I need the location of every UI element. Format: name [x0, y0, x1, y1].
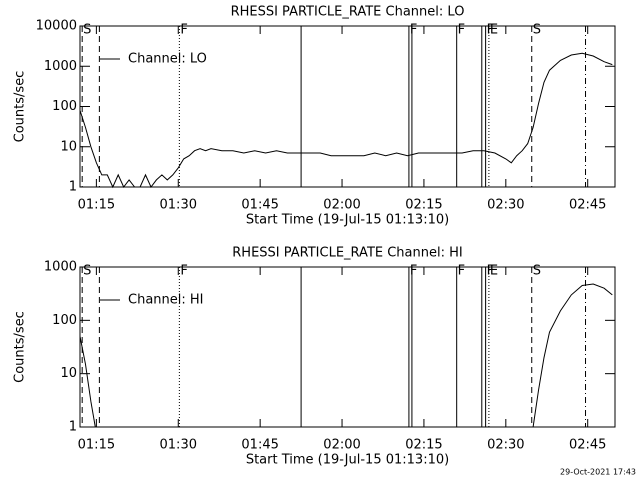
event-label: S [533, 23, 541, 38]
y-tick-label: 100 [52, 99, 77, 114]
legend-label: Channel: LO [128, 52, 207, 67]
x-tick-label: 01:30 [160, 438, 197, 453]
timestamp: 29-Oct-2021 17:43 [560, 468, 636, 477]
event-label: F [458, 264, 465, 279]
event-label: F [410, 264, 417, 279]
y-axis-label: Counts/sec [13, 311, 28, 383]
event-label: E [490, 264, 498, 279]
event-label: S [83, 23, 91, 38]
y-axis-label: Counts/sec [13, 71, 28, 143]
x-tick-label: 02:00 [323, 438, 360, 453]
event-label: F [487, 23, 494, 38]
x-axis-label: Start Time (19-Jul-15 01:13:10) [246, 453, 449, 468]
data-line [79, 283, 613, 428]
x-axis-label: Start Time (19-Jul-15 01:13:10) [246, 213, 449, 228]
x-tick-label: 02:30 [487, 438, 524, 453]
x-tick-label: 01:45 [241, 438, 278, 453]
y-tick-label: 10 [60, 139, 77, 154]
x-tick-label: 01:15 [78, 198, 115, 213]
x-tick-label: 02:45 [569, 438, 606, 453]
x-tick-label: 01:15 [78, 438, 115, 453]
x-tick-label: 02:30 [487, 198, 524, 213]
y-tick-label: 1000 [44, 260, 77, 275]
event-label: S [533, 264, 541, 279]
y-tick-label: 1 [69, 180, 77, 195]
event-label: F [487, 264, 494, 279]
x-tick-label: 02:15 [405, 438, 442, 453]
chart-title: RHESSI PARTICLE_RATE Channel: LO [231, 5, 465, 20]
event-label: F [180, 264, 187, 279]
x-tick-label: 01:45 [241, 198, 278, 213]
x-tick-label: 02:15 [405, 198, 442, 213]
x-tick-label: 01:30 [160, 198, 197, 213]
y-tick-label: 1000 [44, 59, 77, 74]
event-label: F [458, 23, 465, 38]
chart-title: RHESSI PARTICLE_RATE Channel: HI [232, 246, 462, 261]
x-tick-label: 02:00 [323, 198, 360, 213]
legend-label: Channel: HI [128, 293, 204, 308]
event-label: E [490, 23, 498, 38]
data-line [79, 52, 613, 189]
event-label: F [180, 23, 187, 38]
event-label: S [83, 264, 91, 279]
y-tick-label: 1 [69, 420, 77, 435]
y-tick-label: 10 [60, 366, 77, 381]
event-label: F [410, 23, 417, 38]
y-tick-label: 10000 [36, 19, 77, 34]
y-tick-label: 100 [52, 313, 77, 328]
x-tick-label: 02:45 [569, 198, 606, 213]
plot-frame [79, 266, 616, 428]
